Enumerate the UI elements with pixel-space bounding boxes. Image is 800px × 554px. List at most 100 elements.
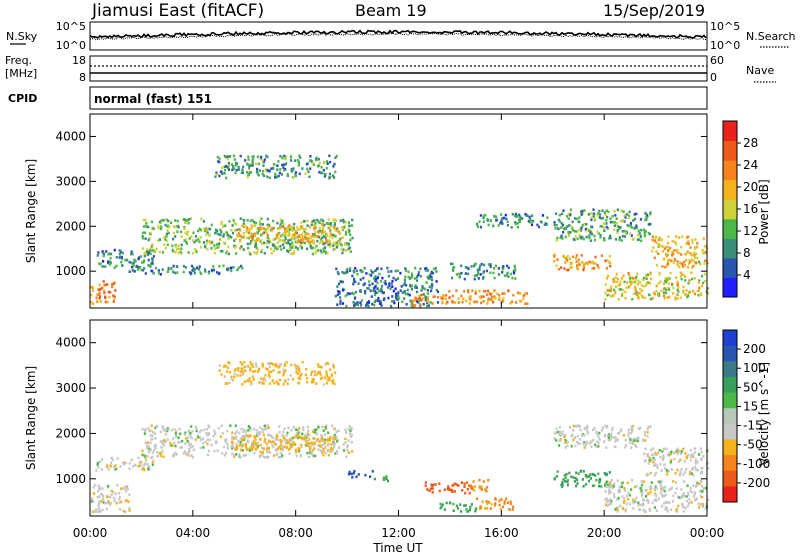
velocity-cell (616, 479, 619, 483)
power-cell (416, 290, 419, 294)
power-cell (422, 302, 425, 306)
power-cell (187, 251, 190, 254)
velocity-cell (285, 361, 288, 364)
velocity-cell (647, 501, 650, 504)
power-cell (335, 241, 339, 244)
power-cell (328, 239, 331, 243)
power-cell (184, 219, 187, 222)
power-cell (203, 227, 206, 231)
velocity-cell (259, 450, 262, 454)
velocity-cell (606, 483, 609, 487)
power-cell (246, 163, 249, 166)
velocity-cell (594, 474, 597, 477)
velocity-cell (684, 470, 687, 474)
velocity-cell (646, 473, 650, 477)
velocity-cell (113, 496, 116, 500)
velocity-cell (144, 456, 147, 460)
velocity-cell (232, 437, 235, 440)
power-cell (160, 219, 163, 222)
velocity-cell (175, 434, 178, 437)
power-cell (224, 155, 227, 159)
power-cell (408, 293, 411, 297)
power-cell (227, 267, 230, 270)
power-cell (546, 216, 549, 219)
power-cell (672, 286, 675, 290)
power-cell (606, 293, 609, 297)
velocity-cell (649, 490, 652, 494)
velocity-cell (626, 497, 630, 501)
power-cell (279, 168, 282, 171)
power-cell (277, 160, 280, 163)
power-cell (141, 231, 144, 235)
velocity-cell (371, 470, 374, 473)
power-cell (401, 300, 404, 304)
power-cell (591, 267, 594, 270)
power-cell (596, 264, 599, 267)
velocity-cell (101, 508, 104, 512)
power-cell (477, 272, 480, 275)
power-cell (281, 219, 284, 223)
velocity-cell (324, 441, 327, 445)
velocity-cell (489, 507, 492, 510)
velocity-cell (647, 455, 650, 458)
power-cell (365, 272, 368, 275)
velocity-cell (310, 373, 313, 376)
velocity-cell (449, 501, 452, 505)
velocity-cell (230, 375, 233, 379)
power-cell (290, 243, 293, 247)
power-cell (415, 297, 418, 300)
velocity-cell (555, 439, 558, 442)
velocity-cell (572, 429, 575, 432)
power-cell (286, 173, 289, 176)
power-cell (671, 254, 674, 257)
power-cell (300, 221, 303, 224)
velocity-cell (500, 498, 503, 501)
velocity-cell (140, 464, 143, 468)
velocity-cell (689, 471, 692, 474)
power-cell (490, 295, 493, 299)
velocity-cell (239, 448, 243, 452)
velocity-cell (194, 438, 197, 441)
power-cell (407, 270, 410, 274)
velocity-cell (479, 507, 482, 510)
velocity-cell (625, 494, 628, 498)
velocity-cell (315, 432, 319, 436)
velocity-cell (632, 442, 635, 446)
velocity-cell (678, 473, 681, 476)
velocity-cell (461, 489, 464, 492)
velocity-cell (241, 445, 244, 449)
power-colorbar-label: 16 (743, 202, 758, 216)
velocity-cell (690, 467, 693, 471)
power-cell (405, 283, 408, 287)
power-cell (392, 276, 395, 280)
power-cell (276, 241, 279, 245)
power-cell (649, 273, 652, 276)
power-cell (290, 252, 293, 256)
velocity-cell (306, 380, 309, 384)
power-cell (556, 236, 559, 240)
velocity-cell (186, 439, 189, 443)
power-cell (324, 236, 327, 239)
velocity-colorbar-swatch (723, 455, 737, 472)
velocity-cell (304, 443, 307, 447)
power-cell (672, 261, 675, 264)
power-cell (666, 276, 669, 279)
power-cell (390, 282, 393, 285)
velocity-cell (143, 454, 146, 458)
power-cell (180, 243, 183, 247)
power-cell (675, 248, 678, 252)
power-cell (379, 290, 382, 293)
power-cell (631, 297, 634, 301)
velocity-cell (179, 432, 182, 436)
power-cell (620, 239, 623, 242)
velocity-cell (337, 446, 341, 449)
power-cell (336, 290, 340, 293)
power-cell (596, 212, 600, 215)
power-cell (693, 246, 697, 249)
power-cell (234, 229, 237, 232)
power-cell (228, 220, 231, 223)
power-cell (275, 236, 278, 240)
power-cell (573, 238, 576, 242)
power-cell (664, 277, 667, 280)
